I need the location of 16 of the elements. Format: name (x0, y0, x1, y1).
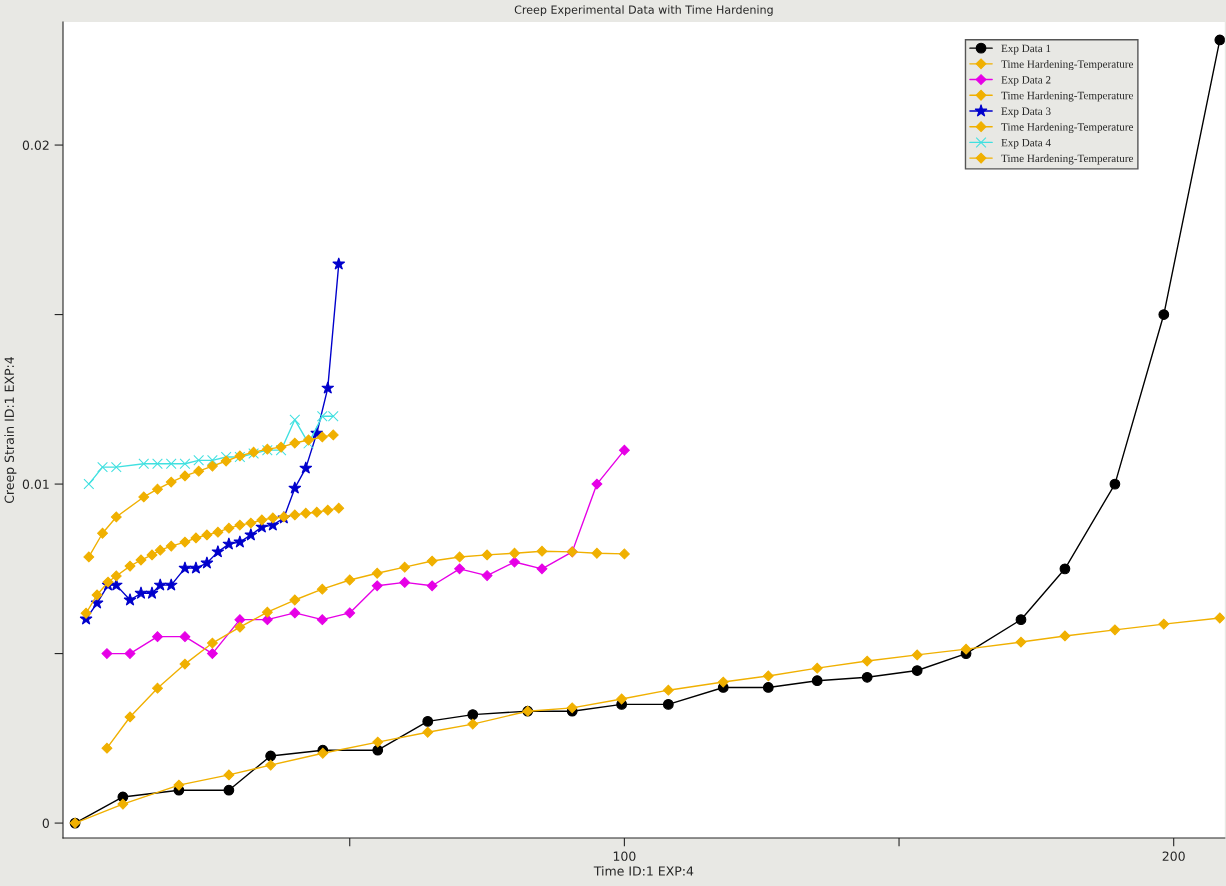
legend-label: Time Hardening-Temperature (1001, 154, 1134, 165)
legend-label: Time Hardening-Temperature (1001, 122, 1134, 133)
legend-label: Exp Data 3 (1001, 107, 1051, 118)
legend-label: Time Hardening-Temperature (1001, 60, 1134, 71)
x-tick-label: 100 (613, 851, 636, 861)
legend-label: Exp Data 1 (1001, 44, 1051, 55)
legend-label: Time Hardening-Temperature (1001, 91, 1134, 102)
y-tick-label: 0.01 (22, 479, 49, 489)
y-tick-label: 0.02 (22, 140, 49, 150)
x-axis-title: Time ID:1 EXP:4 (593, 866, 694, 876)
y-tick-label: 0 (42, 818, 49, 829)
legend-label: Exp Data 4 (1001, 139, 1051, 149)
legend-label: Exp Data 2 (1001, 76, 1051, 86)
chart-title: Creep Experimental Data with Time Hardening (514, 5, 773, 16)
y-axis-title: Creep Strain ID:1 EXP:4 (4, 356, 17, 504)
x-tick-label: 200 (1162, 851, 1185, 861)
